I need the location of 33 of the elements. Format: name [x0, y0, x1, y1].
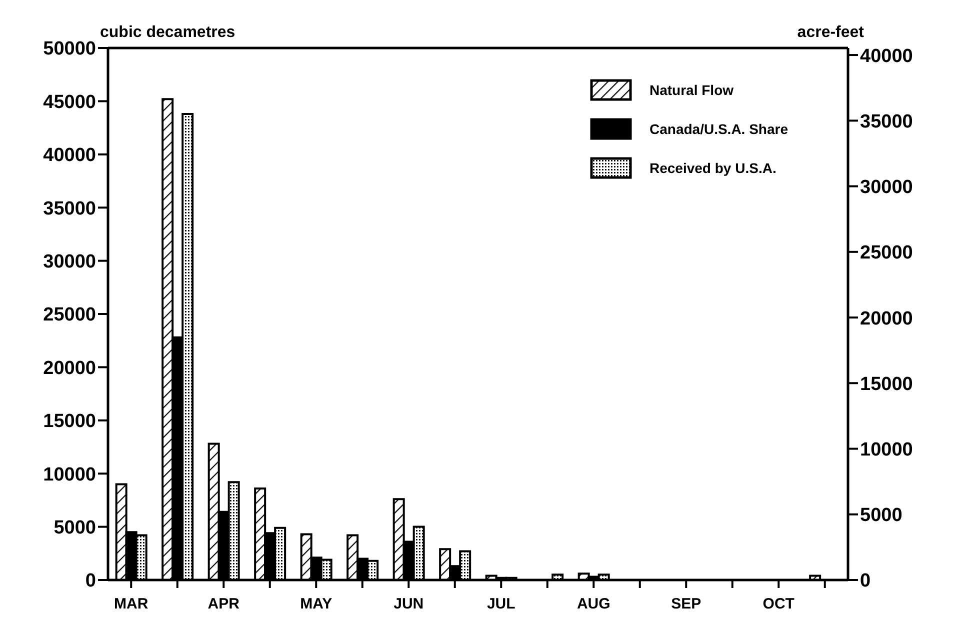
- x-tick-label: APR: [208, 596, 240, 613]
- y2-axis-title: acre-feet: [797, 24, 864, 42]
- legend-label: Received by U.S.A.: [650, 160, 776, 176]
- y-tick-label: 0: [85, 570, 96, 592]
- y-tick-label: 40000: [43, 145, 96, 166]
- y-tick-label: 45000: [43, 92, 96, 113]
- x-tick-label: SEP: [671, 596, 702, 613]
- x-tick-label: MAR: [114, 596, 148, 613]
- y2-tick-label: 5000: [860, 505, 902, 526]
- y-tick-label: 35000: [43, 198, 96, 220]
- y-tick-label: 30000: [43, 252, 96, 273]
- x-tick-label: AUG: [576, 596, 610, 613]
- y2-tick-label: 10000: [860, 440, 913, 460]
- y2-tick-label: 20000: [860, 308, 913, 330]
- y-tick-label: 10000: [43, 464, 96, 486]
- y2-tick-label: 30000: [860, 177, 913, 198]
- y2-tick-label: 0: [860, 570, 871, 592]
- legend-label: Natural Flow: [650, 82, 734, 98]
- y-tick-label: 15000: [43, 411, 96, 432]
- y-tick-label: 20000: [43, 358, 96, 379]
- x-tick-label: JUL: [486, 596, 516, 613]
- y-tick-label: 5000: [54, 518, 96, 539]
- y2-tick-label: 25000: [860, 242, 913, 264]
- x-tick-label: JUN: [394, 596, 424, 613]
- x-tick-label: MAY: [300, 596, 332, 613]
- y2-tick-label: 35000: [860, 111, 913, 132]
- x-tick-label: OCT: [762, 596, 794, 613]
- y2-tick-label: 40000: [860, 46, 913, 67]
- y-tick-label: 25000: [43, 304, 96, 326]
- y-tick-label: 50000: [43, 38, 96, 60]
- y2-tick-label: 15000: [860, 374, 913, 395]
- legend-label: Canada/U.S.A. Share: [650, 120, 788, 136]
- y-axis-title: cubic decametres: [100, 24, 236, 42]
